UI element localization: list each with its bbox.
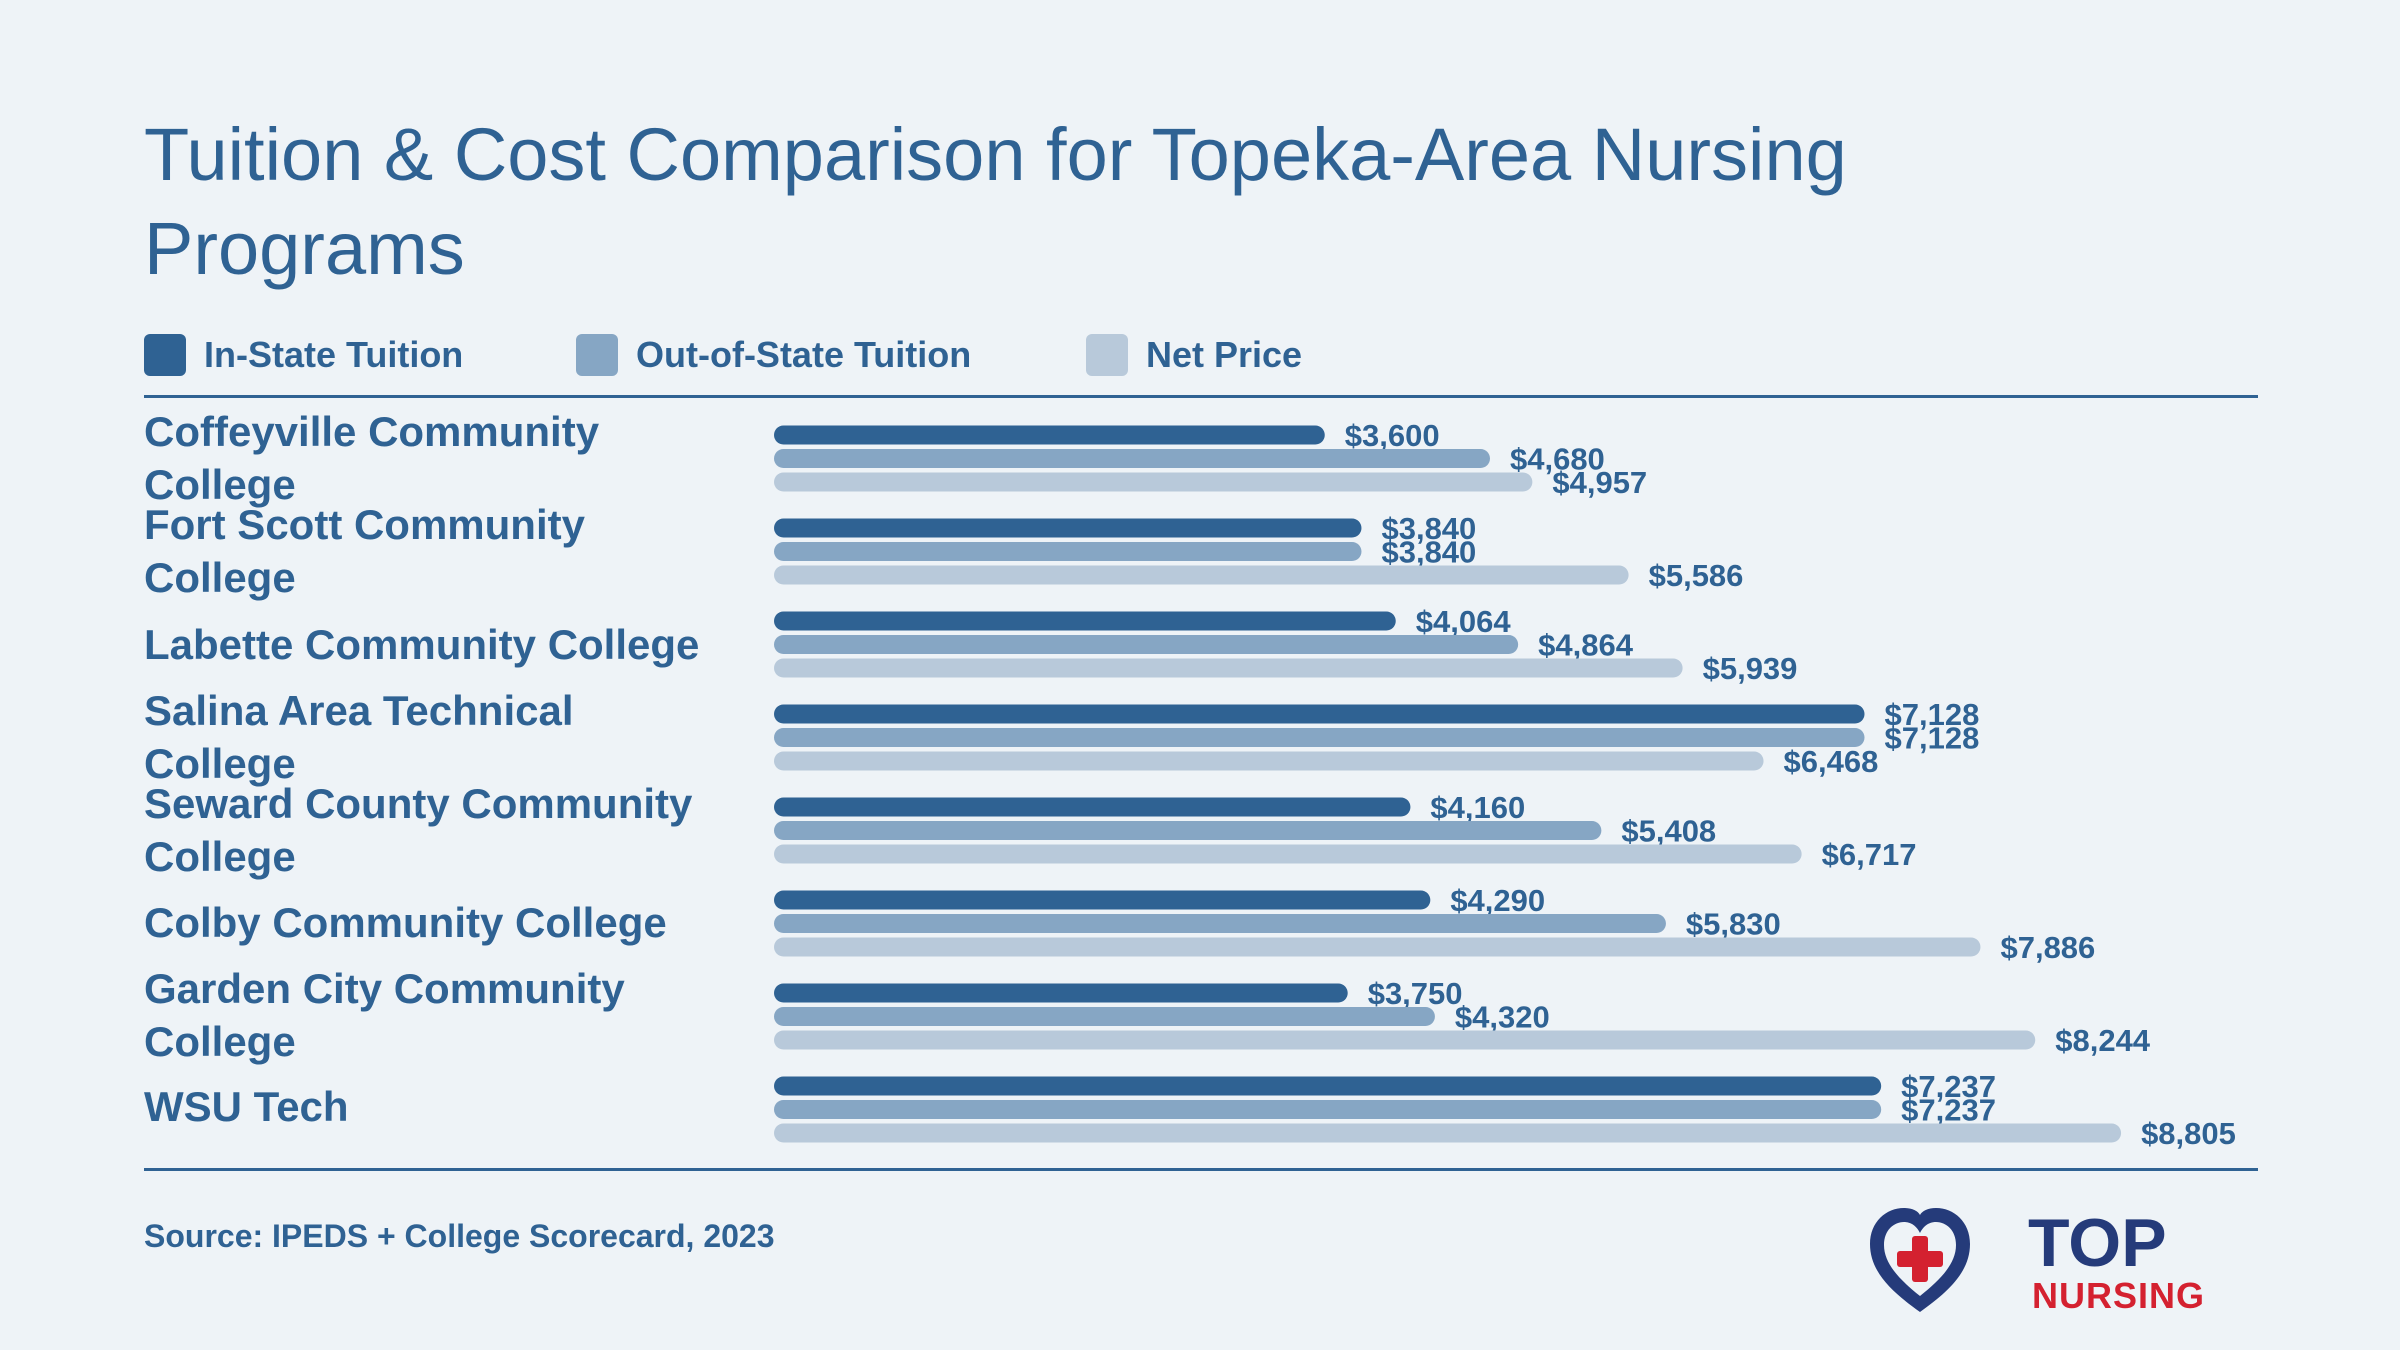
bar-in-state xyxy=(774,518,1362,538)
data-label: $3,600 xyxy=(1345,418,1440,453)
category-label: Seward County Community College xyxy=(144,780,693,880)
legend-item-net-price: Net Price xyxy=(1086,333,1302,377)
bar-out-of-state xyxy=(774,821,1602,840)
data-label: $7,128 xyxy=(1885,697,1980,732)
legend-swatch-in-state xyxy=(144,334,186,376)
bar-out-of-state xyxy=(774,1007,1435,1026)
bar-out-of-state xyxy=(774,914,1666,933)
category-label: Fort Scott Community College xyxy=(144,501,585,601)
data-label: $3,840 xyxy=(1381,535,1476,570)
bar-in-state xyxy=(774,704,1865,724)
data-label: $4,290 xyxy=(1450,883,1545,918)
category-label: Coffeyville Community College xyxy=(144,408,600,508)
legend-label-net-price: Net Price xyxy=(1146,334,1303,375)
data-label: $4,160 xyxy=(1430,790,1525,825)
bar-net-price xyxy=(774,658,1683,678)
bar-out-of-state xyxy=(774,1100,1882,1119)
data-label: $4,957 xyxy=(1552,465,1647,500)
legend-item-out-of-state: Out-of-State Tuition xyxy=(576,333,971,377)
data-label: $4,064 xyxy=(1416,604,1512,639)
data-label: $7,237 xyxy=(1901,1093,1996,1128)
bar-out-of-state xyxy=(774,635,1519,654)
data-label: $7,886 xyxy=(2000,930,2095,965)
legend-label-in-state: In-State Tuition xyxy=(204,334,464,375)
bar-in-state xyxy=(774,797,1411,817)
data-label: $8,805 xyxy=(2141,1116,2236,1151)
chart-title: Tuition & Cost Comparison for Topeka-Are… xyxy=(144,113,1847,290)
top-divider xyxy=(144,395,2258,398)
data-label: $3,840 xyxy=(1381,511,1476,546)
top-nursing-logo: TOP NURSING xyxy=(1870,1205,2205,1316)
bar-net-price xyxy=(774,751,1764,771)
data-label: $5,408 xyxy=(1621,814,1716,849)
bar-out-of-state xyxy=(774,728,1865,747)
data-label: $6,717 xyxy=(1822,837,1917,872)
bar-in-state xyxy=(774,611,1396,631)
heart-icon xyxy=(1870,1208,1970,1312)
bar-in-state xyxy=(774,1076,1882,1096)
category-label: Garden City Community College xyxy=(144,965,625,1065)
logo-text-top: TOP xyxy=(2028,1205,2167,1281)
bar-net-price xyxy=(774,1123,2122,1143)
source-note: Source: IPEDS + College Scorecard, 2023 xyxy=(144,1218,775,1254)
bar-net-price xyxy=(774,844,1802,864)
bottom-divider xyxy=(144,1168,2258,1171)
bar-in-state xyxy=(774,890,1431,910)
bar-net-price xyxy=(774,937,1981,957)
bar-out-of-state xyxy=(774,449,1490,468)
data-label: $7,237 xyxy=(1901,1069,1996,1104)
bar-in-state xyxy=(774,425,1325,445)
category-label: Colby Community College xyxy=(144,899,667,946)
data-label: $5,939 xyxy=(1703,651,1798,686)
bar-out-of-state xyxy=(774,542,1362,561)
legend-label-out-of-state: Out-of-State Tuition xyxy=(636,334,972,375)
legend-item-in-state: In-State Tuition xyxy=(144,333,463,377)
category-label: WSU Tech xyxy=(144,1083,349,1130)
data-label: $4,864 xyxy=(1538,628,1634,663)
category-label: Salina Area Technical College xyxy=(144,687,574,787)
data-label: $8,244 xyxy=(2055,1023,2151,1058)
legend-swatch-net-price xyxy=(1086,334,1128,376)
bar-net-price xyxy=(774,565,1629,585)
logo-text-bottom: NURSING xyxy=(2032,1275,2205,1316)
data-label: $5,586 xyxy=(1649,558,1744,593)
data-label: $4,320 xyxy=(1455,1000,1550,1035)
bar-net-price xyxy=(774,1030,2036,1050)
data-label: $4,680 xyxy=(1510,442,1605,477)
data-label: $7,128 xyxy=(1885,721,1980,756)
bar-in-state xyxy=(774,983,1348,1003)
legend-swatch-out-of-state xyxy=(576,334,618,376)
data-label: $5,830 xyxy=(1686,907,1781,942)
data-label: $3,750 xyxy=(1368,976,1463,1011)
bar-net-price xyxy=(774,472,1533,492)
data-label: $6,468 xyxy=(1784,744,1879,779)
category-label: Labette Community College xyxy=(144,621,700,668)
